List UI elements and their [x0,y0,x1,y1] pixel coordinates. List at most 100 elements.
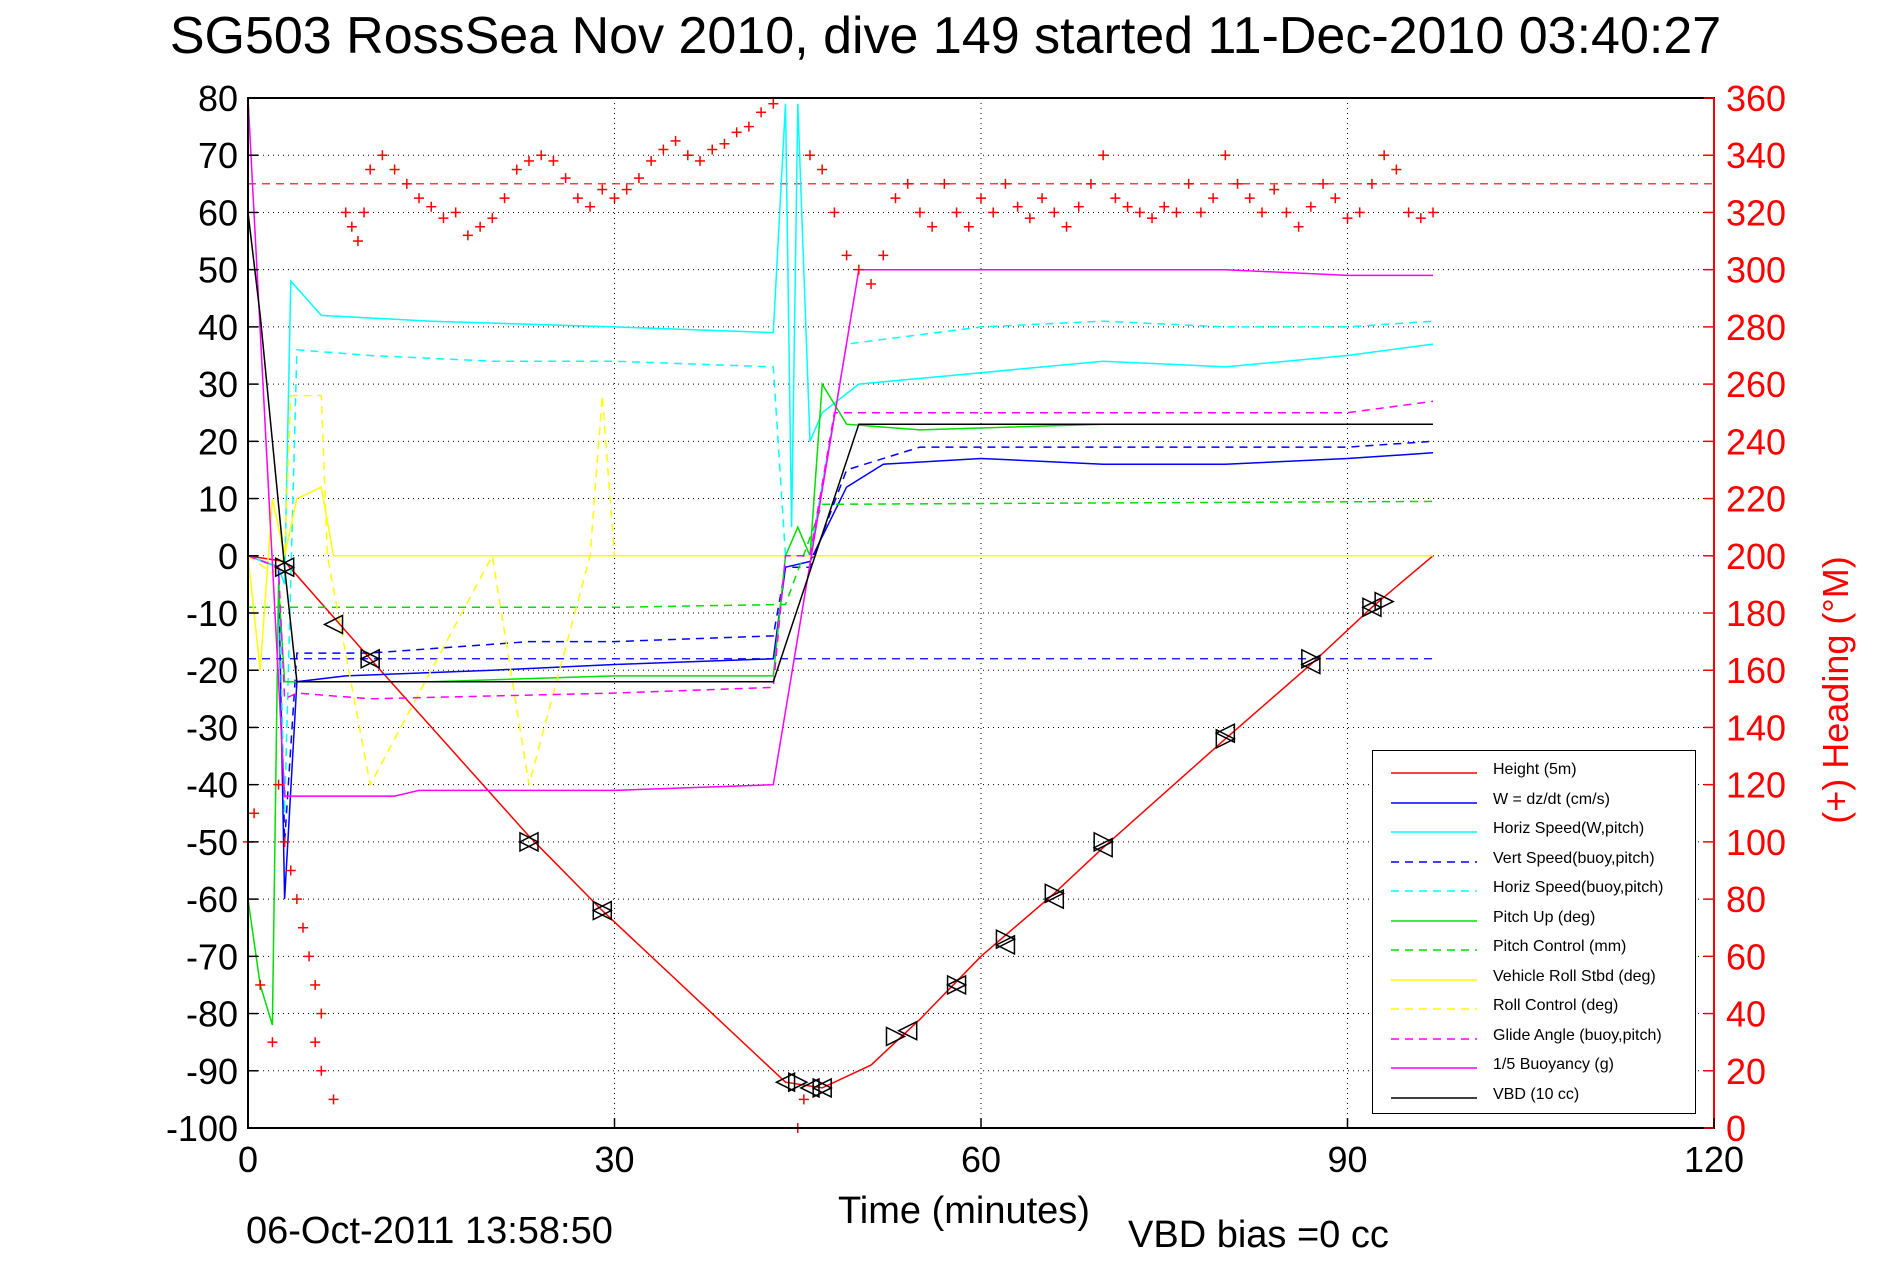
heading-point [1110,193,1121,204]
heading-point [804,150,815,161]
heading-point [377,150,388,161]
heading-point [1000,178,1011,189]
legend-label: Horiz Speed(buoy,pitch) [1493,879,1664,896]
left-tick-label: 30 [198,364,238,405]
heading-point [902,178,913,189]
heading-point [670,135,681,146]
heading-point [1281,207,1292,218]
heading-point [951,207,962,218]
triangle-marker-left [799,1077,820,1099]
right-tick-label: 300 [1726,250,1786,291]
marker-layer [273,557,1395,1099]
legend-item: Vehicle Roll Stbd (deg) [1381,966,1691,994]
heading-point [682,150,693,161]
legend-label: 1/5 Buoyancy (g) [1493,1056,1614,1073]
triangle-marker-right [812,1077,833,1099]
right-tick-label: 160 [1726,650,1786,691]
right-tick-label: 80 [1726,879,1766,920]
left-tick-label: -90 [186,1051,238,1092]
left-tick-label: -50 [186,822,238,863]
heading-point [1208,193,1219,204]
left-tick-label: 60 [198,192,238,233]
heading-point [328,1094,339,1105]
heading-point [1269,184,1280,195]
triangle-marker-left [1092,837,1113,858]
heading-point [267,1037,278,1048]
right-tick-label: 60 [1726,936,1766,977]
heading-point [1403,207,1414,218]
heading-point [462,230,473,241]
right-tick-label: 260 [1726,364,1786,405]
heading-point [536,150,547,161]
heading-point [1049,207,1060,218]
right-tick-label: 20 [1726,1051,1766,1092]
heading-point [658,144,669,155]
heading-point [939,178,950,189]
heading-point [346,221,357,232]
y2-axis-label: (+) Heading (°M) [1815,556,1856,823]
heading-point [273,779,284,790]
heading-point [621,184,632,195]
legend-label: Glide Angle (buoy,pitch) [1493,1026,1662,1044]
left-tick-label: -10 [186,593,238,634]
heading-point [1061,221,1072,232]
triangle-marker-right [592,900,613,921]
right-tick-label: 220 [1726,479,1786,520]
legend-swatch [1391,919,1477,922]
x-tick-label: 120 [1684,1139,1744,1180]
heading-point [731,127,742,138]
heading-point [1183,178,1194,189]
triangle-marker-left [322,614,344,635]
right-tick-label: 320 [1726,192,1786,233]
heading-point [1195,207,1206,218]
triangle-marker-left [897,1020,918,1041]
right-tick-label: 180 [1726,593,1786,634]
heading-point [646,155,657,166]
heading-point [1391,164,1402,175]
heading-point [475,221,486,232]
triangle-marker-right [1093,831,1114,853]
heading-point [548,155,559,166]
heading-point [1098,150,1109,161]
triangle-marker-right [788,1072,809,1093]
heading-point [988,207,999,218]
triangle-marker-right [885,1026,907,1047]
left-tick-label: -30 [186,707,238,748]
heading-point [297,922,308,933]
legend-label: Vehicle Roll Stbd (deg) [1493,967,1656,985]
left-tick-label: 80 [198,78,238,119]
heading-point [426,201,437,212]
heading-layer [243,98,1439,1133]
triangle-marker-right [995,928,1017,950]
heading-point [450,207,461,218]
left-tick-label: 40 [198,307,238,348]
legend-swatch [1391,860,1477,863]
heading-point [1159,201,1170,212]
legend-label: VBD (10 cc) [1493,1085,1580,1103]
series-line-3 [247,103,1434,585]
heading-point [743,121,754,132]
x-axis-label: Time (minutes) [838,1190,1090,1232]
heading-point [817,164,828,175]
legend-swatch [1391,890,1477,892]
heading-point [1122,201,1133,212]
legend-item: W = dz/dt (cm/s) [1381,789,1691,817]
x-tick-label: 0 [238,1139,258,1180]
left-tick-label: 0 [218,536,238,577]
triangle-marker-left [945,974,967,996]
heading-point [927,221,938,232]
heading-point [1428,207,1439,218]
legend-swatch [1391,801,1477,804]
heading-point [304,951,315,962]
heading-point [695,155,706,166]
left-tick-label: 20 [198,421,238,462]
right-tick-label: 40 [1726,994,1766,1035]
heading-point [798,1094,809,1105]
right-tick-label: 240 [1726,421,1786,462]
heading-point [1318,178,1329,189]
heading-point [487,213,498,224]
heading-point [1305,201,1316,212]
heading-point [1171,207,1182,218]
triangle-marker-right [1215,728,1237,750]
